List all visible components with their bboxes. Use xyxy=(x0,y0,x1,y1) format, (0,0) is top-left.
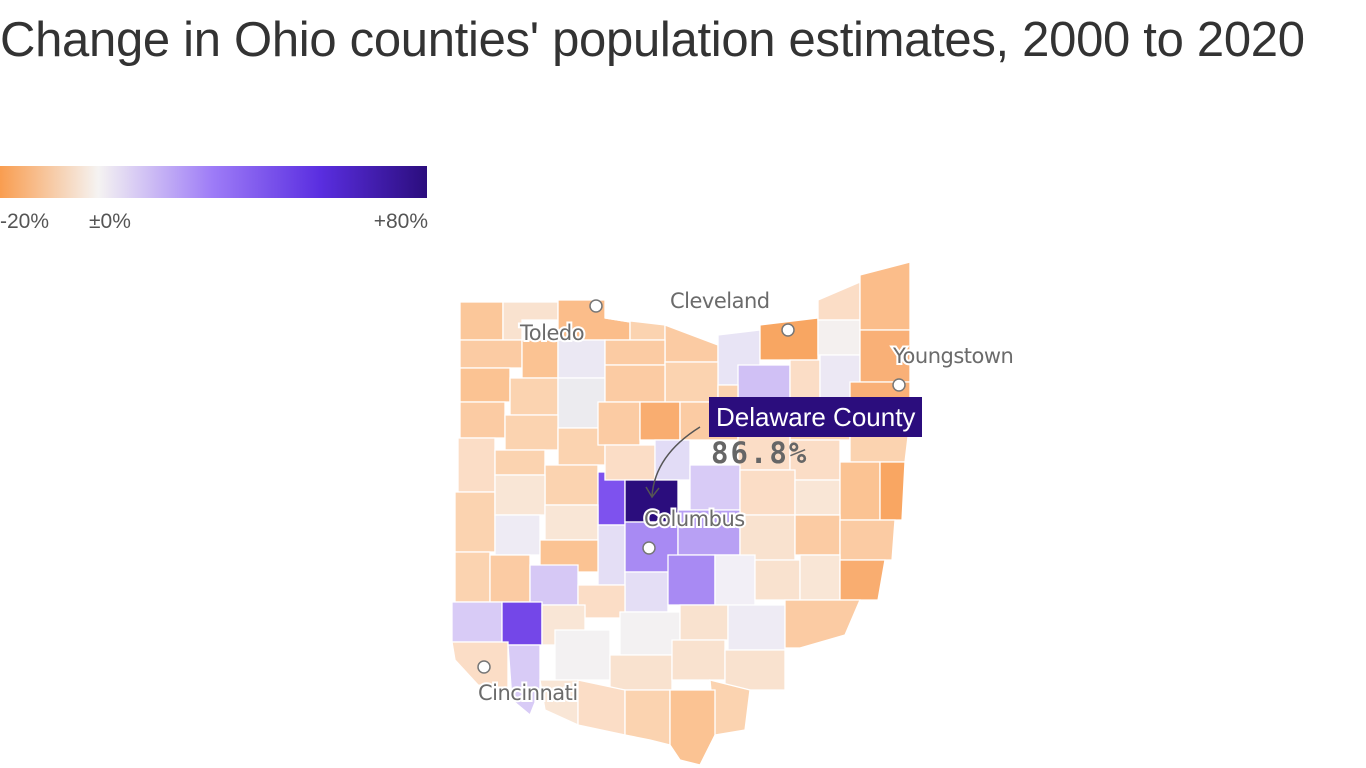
legend-gradient-bar xyxy=(0,166,427,198)
legend-max-label: +80% xyxy=(373,210,428,233)
county-perry[interactable] xyxy=(714,554,756,606)
county-madison[interactable] xyxy=(597,524,626,586)
city-label-cleveland: Cleveland xyxy=(670,289,770,313)
city-dot-columbus xyxy=(642,541,656,555)
county-highland[interactable] xyxy=(554,629,611,681)
city-dot-cincinnati xyxy=(477,660,491,674)
county-defiance[interactable] xyxy=(459,339,523,369)
county-jackson[interactable] xyxy=(671,639,726,681)
county-hocking[interactable] xyxy=(679,604,729,641)
county-geauga[interactable] xyxy=(817,319,861,356)
callout-arrowhead xyxy=(645,486,660,499)
legend-min-label: -20% xyxy=(0,210,50,233)
county-lake[interactable] xyxy=(817,281,861,321)
county-muskingum[interactable] xyxy=(739,514,796,561)
county-washington[interactable] xyxy=(784,599,861,649)
county-clermont[interactable] xyxy=(507,644,541,717)
county-seneca[interactable] xyxy=(604,364,666,403)
county-butler[interactable] xyxy=(451,601,503,643)
county-wyandot[interactable] xyxy=(597,401,641,446)
county-ross[interactable] xyxy=(619,611,681,656)
county-knox[interactable] xyxy=(689,464,741,511)
callout-arrow xyxy=(651,426,701,497)
county-pickaway[interactable] xyxy=(624,571,669,613)
city-dot-toledo xyxy=(589,299,603,313)
county-montgomery[interactable] xyxy=(489,554,531,603)
county-meigs[interactable] xyxy=(724,649,786,691)
color-legend: -20% ±0% +80% xyxy=(0,166,428,242)
county-adams[interactable] xyxy=(577,679,626,736)
county-logan[interactable] xyxy=(544,464,599,506)
county-darke[interactable] xyxy=(454,491,496,553)
county-morgan[interactable] xyxy=(754,559,801,601)
county-harrison[interactable] xyxy=(879,461,906,521)
county-belmont[interactable] xyxy=(839,519,896,561)
county-noble[interactable] xyxy=(799,554,841,601)
chart-title: Change in Ohio counties' population esti… xyxy=(0,13,1305,67)
county-williams[interactable] xyxy=(459,301,504,341)
county-champaign[interactable] xyxy=(544,504,599,541)
county-preble[interactable] xyxy=(454,551,491,603)
county-shelby[interactable] xyxy=(494,474,546,516)
county-miami[interactable] xyxy=(494,514,541,556)
county-huron[interactable] xyxy=(664,361,719,403)
county-henry[interactable] xyxy=(521,339,559,379)
county-jefferson[interactable] xyxy=(839,461,881,521)
county-marion[interactable] xyxy=(604,444,656,481)
county-paulding[interactable] xyxy=(459,367,511,403)
county-clark[interactable] xyxy=(539,539,599,573)
county-summit[interactable] xyxy=(789,359,821,399)
city-label-youngstown: Youngstown xyxy=(892,344,1013,368)
county-lawrence[interactable] xyxy=(669,689,716,766)
county-morrow[interactable] xyxy=(654,439,691,481)
county-monroe[interactable] xyxy=(839,559,886,601)
city-label-toledo: Toledo xyxy=(519,321,584,345)
county-layer xyxy=(451,261,911,766)
county-greene[interactable] xyxy=(529,564,579,606)
county-crawford[interactable] xyxy=(639,401,681,441)
county-van-wert[interactable] xyxy=(459,401,506,439)
county-tuscarawas[interactable] xyxy=(794,479,841,516)
county-guernsey[interactable] xyxy=(794,514,841,556)
county-ashtabula[interactable] xyxy=(859,261,911,331)
county-athens[interactable] xyxy=(727,604,786,651)
county-pike[interactable] xyxy=(609,654,673,691)
county-coshocton[interactable] xyxy=(739,469,796,516)
city-label-cincinnati: Cincinnati xyxy=(478,681,578,705)
county-auglaize[interactable] xyxy=(494,449,546,476)
county-putnam[interactable] xyxy=(509,377,559,416)
city-dot-youngstown xyxy=(892,378,906,392)
city-dot-cleveland xyxy=(781,323,795,337)
legend-mid-label: ±0% xyxy=(89,210,131,233)
city-label-columbus: Columbus xyxy=(644,507,745,531)
county-sandusky[interactable] xyxy=(604,339,666,366)
county-warren[interactable] xyxy=(501,601,543,646)
callout-value: 86.8% xyxy=(711,436,809,470)
county-allen[interactable] xyxy=(504,414,559,451)
county-gallia[interactable] xyxy=(709,679,751,736)
county-fairfield[interactable] xyxy=(667,554,716,606)
county-medina[interactable] xyxy=(737,364,791,399)
county-mercer[interactable] xyxy=(457,437,496,493)
county-erie[interactable] xyxy=(664,324,719,363)
county-scioto[interactable] xyxy=(624,689,671,746)
callout-county-name: Delaware County xyxy=(709,397,923,437)
county-wood[interactable] xyxy=(557,339,606,379)
